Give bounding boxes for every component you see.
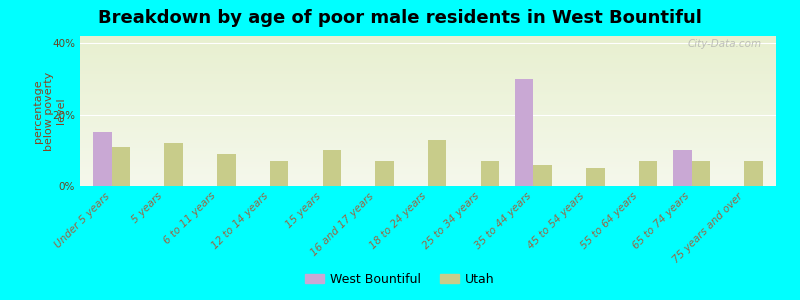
Bar	[673, 150, 692, 186]
Bar	[481, 161, 499, 186]
Y-axis label: percentage
below poverty
level: percentage below poverty level	[33, 71, 66, 151]
Bar	[515, 79, 534, 186]
Bar	[93, 132, 112, 186]
Bar	[322, 150, 341, 186]
Legend: West Bountiful, Utah: West Bountiful, Utah	[300, 268, 500, 291]
Bar	[534, 165, 552, 186]
Bar	[164, 143, 183, 186]
Bar	[586, 168, 605, 186]
Bar	[744, 161, 763, 186]
Bar	[428, 140, 446, 186]
Bar	[217, 154, 235, 186]
Bar	[639, 161, 658, 186]
Text: Breakdown by age of poor male residents in West Bountiful: Breakdown by age of poor male residents …	[98, 9, 702, 27]
Text: City-Data.com: City-Data.com	[688, 39, 762, 49]
Bar	[692, 161, 710, 186]
Bar	[375, 161, 394, 186]
Bar	[270, 161, 288, 186]
Bar	[112, 147, 130, 186]
